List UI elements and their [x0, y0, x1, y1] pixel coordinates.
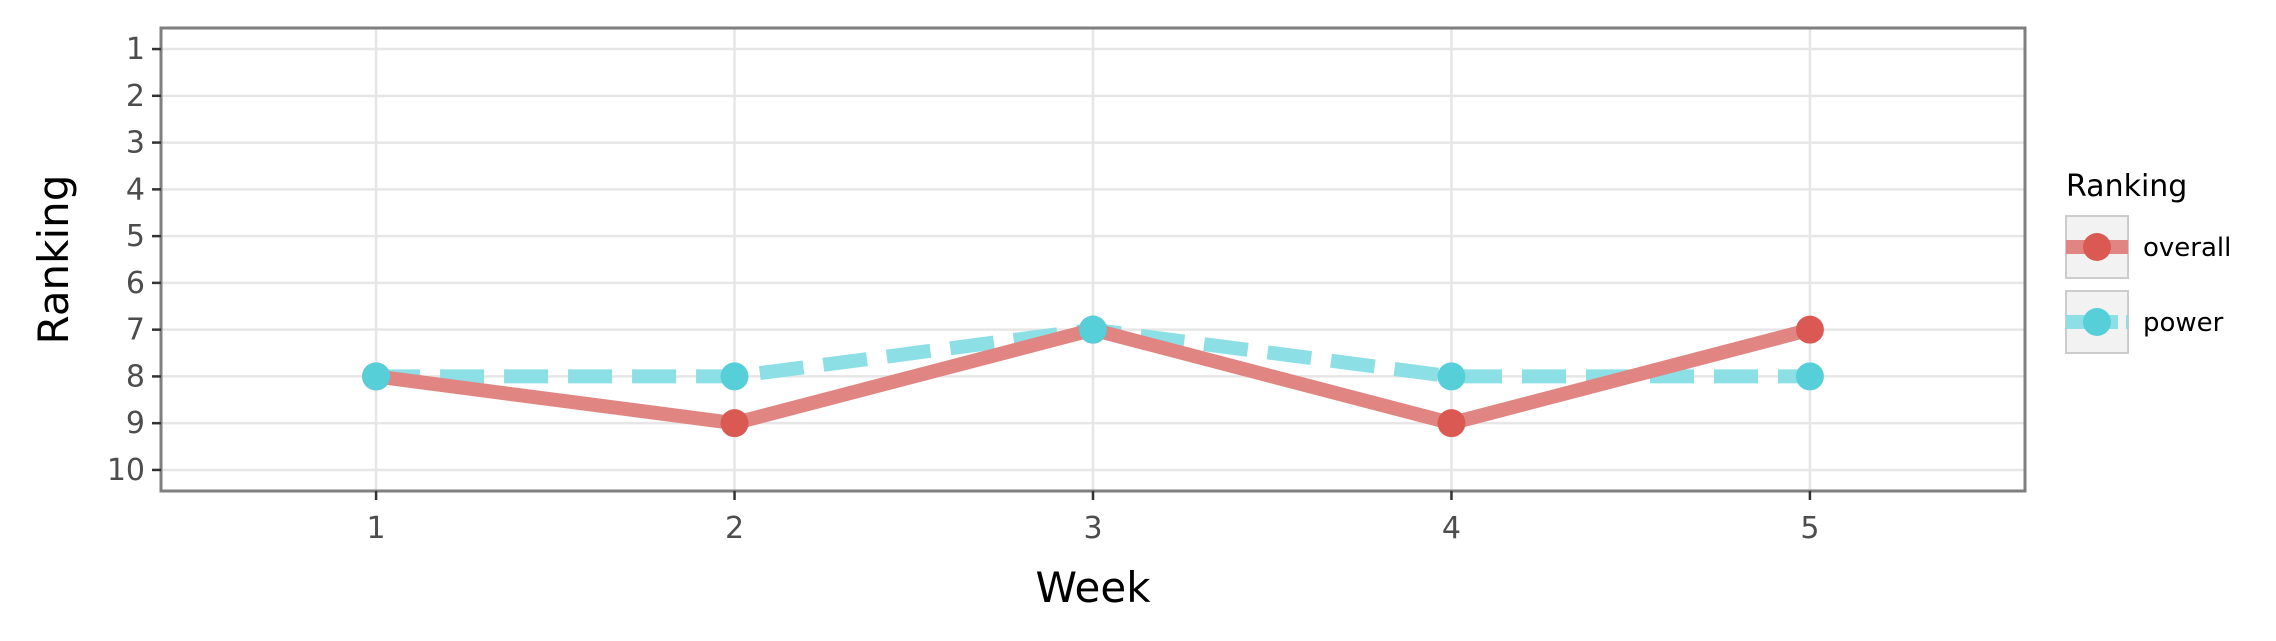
data-point-power: [1079, 315, 1107, 344]
y-tick-label: 5: [126, 219, 145, 254]
x-tick-label: 3: [1083, 511, 1102, 546]
data-point-overall: [1437, 409, 1466, 438]
series-points: [362, 315, 1824, 438]
data-point-power: [1437, 362, 1466, 391]
y-axis: 1 2 3 4 5 6 7 8 9 10: [107, 32, 161, 488]
x-axis-title: Week: [1035, 563, 1151, 612]
data-point-power: [720, 362, 749, 391]
y-tick-label: 10: [107, 453, 145, 488]
legend: Ranking overall power: [2065, 169, 2231, 354]
y-tick-label: 8: [126, 359, 145, 394]
legend-label-power: power: [2143, 308, 2224, 338]
x-tick-label: 1: [367, 511, 386, 546]
y-axis-title: Ranking: [29, 175, 78, 345]
legend-marker-power: [2083, 308, 2111, 336]
data-point-power: [1795, 362, 1824, 391]
y-tick-label: 4: [126, 172, 145, 207]
legend-label-overall: overall: [2143, 233, 2231, 263]
data-point-overall: [720, 409, 749, 438]
legend-marker-overall: [2083, 233, 2111, 261]
y-tick-label: 7: [126, 313, 145, 348]
x-tick-label: 5: [1800, 511, 1819, 546]
data-point-power: [362, 362, 391, 391]
x-axis: 1 2 3 4 5: [367, 491, 1819, 546]
y-tick-label: 1: [126, 32, 145, 67]
y-tick-label: 6: [126, 266, 145, 301]
x-tick-label: 2: [725, 511, 744, 546]
y-tick-label: 2: [126, 79, 145, 114]
y-tick-label: 9: [126, 406, 145, 441]
data-point-overall: [1795, 315, 1824, 344]
y-tick-label: 3: [126, 126, 145, 161]
legend-title: Ranking: [2066, 169, 2187, 204]
x-tick-label: 4: [1442, 511, 1461, 546]
